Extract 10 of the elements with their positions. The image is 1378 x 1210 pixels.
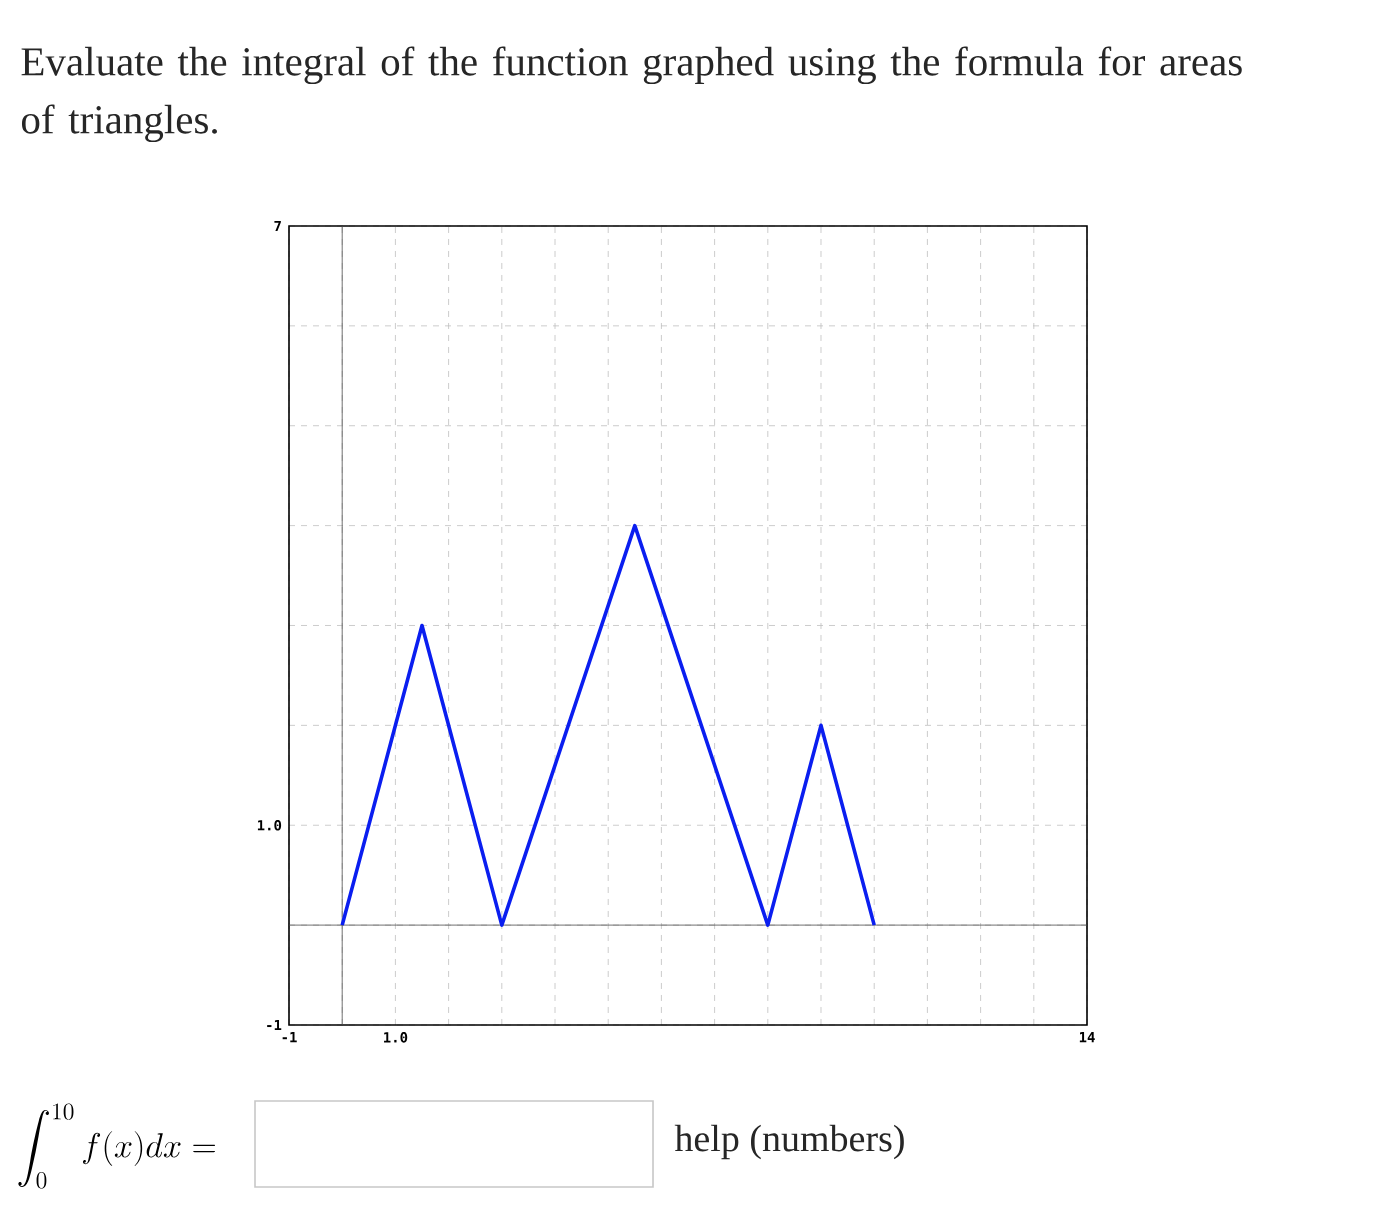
chart-title: Evaluate the integral of the function graphed using the formula for areas of triangles.	[21, 46, 1242, 143]
y-tick-label: 7	[274, 220, 281, 232]
y-tick-label: -1	[267, 1019, 282, 1031]
text: help (numbers)	[674, 1124, 904, 1160]
x-tick-label: -1	[282, 1032, 297, 1043]
x-tick-label: 1.0	[384, 1032, 408, 1043]
line-series	[340, 523, 876, 927]
x-tick-label: 14	[1079, 1032, 1095, 1043]
y-tick-label: 1.0	[257, 819, 282, 831]
text: $\int_0^{10} f(x)dx =$	[18, 1103, 215, 1189]
